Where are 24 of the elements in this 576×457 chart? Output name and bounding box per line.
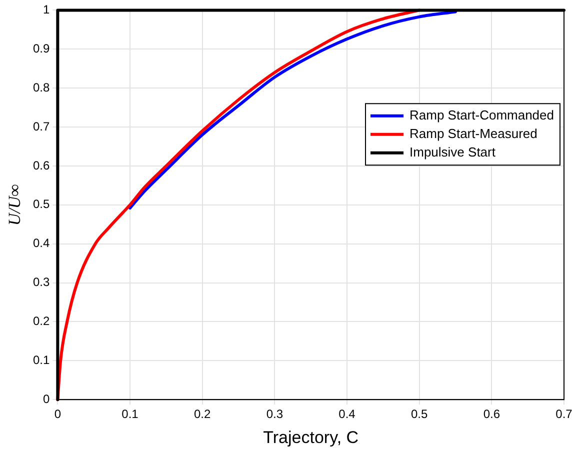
- x-tick-label: 0.4: [338, 407, 356, 422]
- y-tick-label: 0.5: [32, 197, 50, 212]
- legend-label: Ramp Start-Commanded: [410, 107, 554, 122]
- y-tick-label: 0.4: [32, 236, 50, 250]
- y-tick-label: 0.2: [32, 314, 50, 328]
- x-tick-label: 0.7: [556, 407, 573, 422]
- y-tick-label: 0.9: [32, 41, 50, 56]
- y-axis-title: U/U∞: [5, 184, 24, 226]
- y-tick-label: 0.7: [32, 119, 50, 134]
- y-tick-label: 0.6: [32, 158, 50, 172]
- y-tick-label: 0: [42, 392, 50, 406]
- legend-label: Impulsive Start: [410, 144, 496, 160]
- y-tick-label: 0.1: [32, 352, 50, 367]
- x-tick-label: 0: [54, 407, 62, 422]
- x-tick-label: 0.1: [122, 407, 139, 422]
- y-tick-label: 0.3: [32, 275, 50, 290]
- x-tick-label: 0.3: [266, 407, 284, 422]
- y-tick-label: 0.8: [32, 80, 50, 94]
- legend-label: Ramp Start-Measured: [410, 126, 538, 141]
- x-axis-title: Trajectory, C: [263, 428, 359, 447]
- x-tick-label: 0.2: [194, 407, 212, 422]
- y-tick-label: 1: [42, 2, 50, 17]
- x-tick-label: 0.6: [483, 407, 500, 422]
- x-tick-label: 0.5: [410, 407, 428, 422]
